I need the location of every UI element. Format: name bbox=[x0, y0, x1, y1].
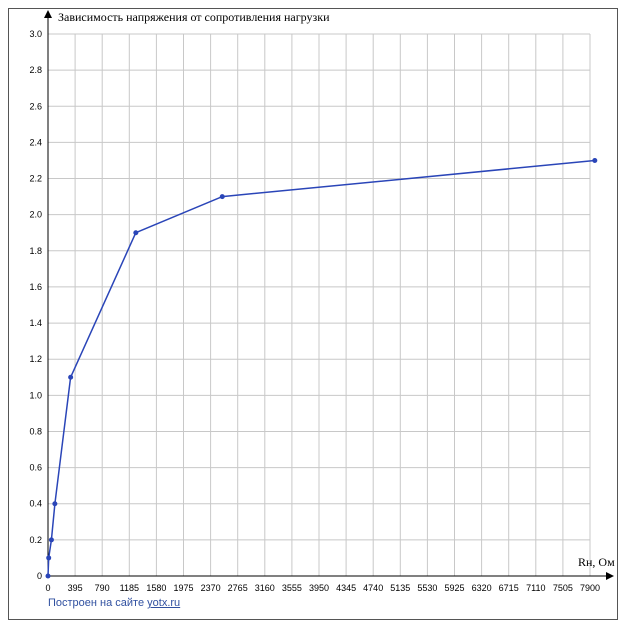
x-axis-label: Rн, Ом bbox=[578, 555, 615, 569]
y-tick-label: 0.4 bbox=[29, 499, 42, 509]
x-tick-label: 395 bbox=[68, 583, 83, 593]
x-tick-label: 5530 bbox=[417, 583, 437, 593]
chart-frame bbox=[8, 8, 618, 620]
x-tick-labels: 0 395 790 1185 1580 1975 2370 2765 3160 3555 3950 4… bbox=[45, 583, 600, 593]
y-tick-label: 1.4 bbox=[29, 318, 42, 328]
x-tick-label: 5135 bbox=[390, 583, 410, 593]
y-tick-label: 2.0 bbox=[29, 210, 42, 220]
x-axis-arrow bbox=[606, 572, 614, 580]
y-tick-label: 2.6 bbox=[29, 101, 42, 111]
x-tick-label: 1580 bbox=[146, 583, 166, 593]
axes bbox=[44, 10, 614, 580]
y-tick-label: 2.8 bbox=[29, 65, 42, 75]
x-tick-label: 3160 bbox=[255, 583, 275, 593]
y-tick-label: 1.0 bbox=[29, 390, 42, 400]
x-tick-label: 1185 bbox=[120, 583, 139, 593]
y-tick-label: 1.2 bbox=[29, 354, 42, 364]
x-tick-label: 2370 bbox=[201, 583, 221, 593]
x-tick-label: 0 bbox=[45, 583, 50, 593]
x-tick-label: 790 bbox=[95, 583, 110, 593]
x-tick-label: 3555 bbox=[282, 583, 302, 593]
series-layer bbox=[45, 157, 598, 579]
y-axis-arrow bbox=[44, 10, 52, 18]
x-tick-label: 4740 bbox=[363, 583, 383, 593]
y-tick-label: 1.6 bbox=[29, 282, 42, 292]
y-tick-label: 2.2 bbox=[29, 174, 42, 184]
data-point bbox=[68, 374, 74, 380]
x-tick-label: 7505 bbox=[553, 583, 573, 593]
x-tick-label: 5925 bbox=[444, 583, 464, 593]
x-tick-label: 3950 bbox=[309, 583, 329, 593]
y-tick-label: 1.8 bbox=[29, 246, 42, 256]
y-tick-label: 3.0 bbox=[29, 29, 42, 39]
data-point bbox=[52, 501, 58, 507]
data-point bbox=[45, 573, 51, 579]
x-tick-label: 6320 bbox=[472, 583, 492, 593]
data-point bbox=[46, 555, 52, 561]
x-tick-label: 4345 bbox=[336, 583, 356, 593]
x-tick-label: 1975 bbox=[173, 583, 193, 593]
y-tick-label: 0.2 bbox=[29, 535, 42, 545]
x-tick-label: 7110 bbox=[526, 583, 545, 593]
x-tick-label: 6715 bbox=[499, 583, 519, 593]
data-point bbox=[219, 194, 225, 200]
y-tick-label: 0 bbox=[37, 571, 42, 581]
y-tick-labels: 0 0.2 0.4 0.6 0.8 1.0 1.2 1.4 1.6 1.8 2.0 2.2 2.4 2.6… bbox=[29, 29, 42, 581]
data-point bbox=[48, 537, 54, 543]
credit-text: Построен на сайте bbox=[48, 597, 145, 609]
y-tick-label: 0.8 bbox=[29, 426, 42, 436]
x-tick-label: 2765 bbox=[228, 583, 248, 593]
data-point bbox=[133, 230, 139, 236]
grid-lines bbox=[48, 33, 591, 576]
credit-link[interactable]: yotx.ru bbox=[147, 597, 181, 609]
y-tick-label: 0.6 bbox=[29, 463, 42, 473]
y-tick-label: 2.4 bbox=[29, 137, 42, 147]
x-tick-label: 7900 bbox=[580, 583, 600, 593]
series-line bbox=[47, 159, 595, 577]
data-point bbox=[592, 157, 598, 163]
credit-line: Построен на сайте yotx.ru bbox=[48, 597, 180, 609]
chart-title: Зависимость напряжения от сопротивления … bbox=[58, 10, 330, 24]
